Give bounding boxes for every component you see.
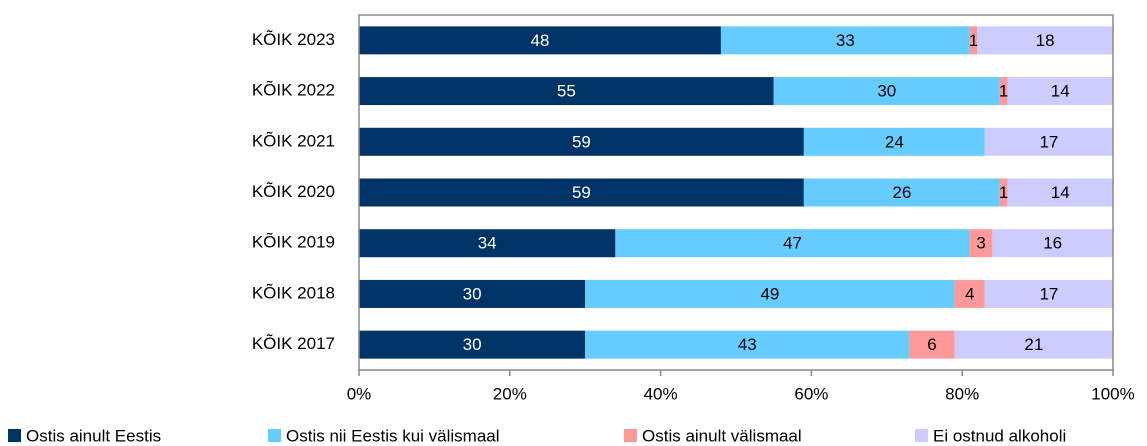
y-tick-label: KÕIK 2023: [252, 30, 335, 49]
data-label: 55: [557, 82, 576, 101]
legend-swatch: [8, 429, 21, 442]
legend-label: Ostis nii Eestis kui välismaal: [286, 426, 500, 445]
bar-segment: [954, 279, 985, 308]
data-label: 33: [836, 31, 855, 50]
data-label: 17: [1039, 132, 1058, 151]
bar-segment: [585, 279, 955, 308]
x-tick-label: 40%: [644, 384, 678, 403]
bar-segment: [1007, 77, 1113, 106]
bar-segment: [359, 229, 616, 258]
y-tick-label: KÕIK 2020: [252, 182, 335, 201]
data-label: 17: [1039, 284, 1058, 303]
bar-segment: [977, 26, 1113, 55]
legend-swatch: [268, 429, 281, 442]
bar-segment: [720, 26, 970, 55]
bar-segment: [359, 178, 804, 207]
bar-segment: [954, 330, 1113, 359]
x-tick-label: 100%: [1091, 384, 1134, 403]
bar-segment: [984, 127, 1113, 156]
data-label: 6: [927, 335, 936, 354]
data-label: 34: [478, 234, 497, 253]
data-label: 16: [1043, 234, 1062, 253]
bar-segment: [984, 279, 1113, 308]
x-tick-label: 20%: [493, 384, 527, 403]
bar-segment: [999, 178, 1008, 207]
data-label: 4: [965, 284, 974, 303]
bar-segment: [1007, 178, 1113, 207]
bar-segment: [803, 178, 1000, 207]
y-tick-label: KÕIK 2019: [252, 233, 335, 252]
y-tick-label: KÕIK 2018: [252, 283, 335, 302]
data-label: 30: [463, 284, 482, 303]
bar-segment: [773, 77, 1000, 106]
data-label: 1: [969, 31, 978, 50]
data-label: 14: [1051, 82, 1070, 101]
bar-segment: [909, 330, 955, 359]
data-label: 48: [530, 31, 549, 50]
data-label: 24: [885, 132, 904, 151]
bar-segment: [992, 229, 1113, 258]
bar-segment: [359, 279, 586, 308]
bar-segment: [359, 127, 804, 156]
y-tick-label: KÕIK 2017: [252, 334, 335, 353]
x-tick-label: 0%: [347, 384, 372, 403]
data-label: 3: [976, 234, 985, 253]
bar-segment: [969, 26, 978, 55]
bar-segment: [615, 229, 970, 258]
legend-swatch: [915, 429, 928, 442]
data-label: 30: [463, 335, 482, 354]
data-label: 47: [783, 234, 802, 253]
bar-segment: [999, 77, 1008, 106]
data-label: 18: [1036, 31, 1055, 50]
y-tick-label: KÕIK 2022: [252, 81, 335, 100]
x-tick-label: 60%: [794, 384, 828, 403]
data-label: 26: [892, 183, 911, 202]
x-tick-label: 80%: [945, 384, 979, 403]
data-label: 30: [877, 82, 896, 101]
data-label: 1: [999, 82, 1008, 101]
bar-segment: [969, 229, 993, 258]
bar-segment: [359, 330, 586, 359]
plot-frame: [358, 14, 1114, 371]
legend-label: Ostis ainult Eestis: [26, 426, 161, 445]
data-label: 21: [1024, 335, 1043, 354]
legend-swatch: [624, 429, 637, 442]
data-label: 49: [760, 284, 779, 303]
bar-segment: [803, 127, 985, 156]
data-label: 14: [1051, 183, 1070, 202]
legend-label: Ostis ainult välismaal: [642, 426, 802, 445]
bar-segment: [359, 77, 774, 106]
data-label: 59: [572, 183, 591, 202]
data-label: 1: [999, 183, 1008, 202]
data-label: 43: [738, 335, 757, 354]
bar-segment: [585, 330, 910, 359]
data-label: 59: [572, 132, 591, 151]
y-tick-label: KÕIK 2021: [252, 131, 335, 150]
bar-segment: [359, 26, 721, 55]
legend-label: Ei ostnud alkoholi: [933, 426, 1066, 445]
